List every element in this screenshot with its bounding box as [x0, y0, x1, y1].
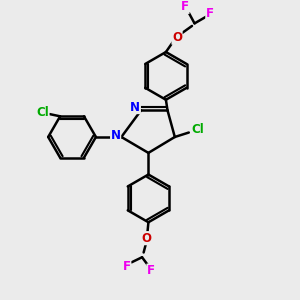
Text: F: F — [181, 0, 189, 13]
Text: Cl: Cl — [191, 124, 204, 136]
Text: N: N — [130, 100, 140, 114]
Text: N: N — [111, 129, 121, 142]
Text: O: O — [142, 232, 152, 245]
Text: F: F — [123, 260, 131, 273]
Text: F: F — [147, 264, 155, 277]
Text: F: F — [206, 7, 214, 20]
Text: Cl: Cl — [36, 106, 49, 119]
Text: O: O — [172, 31, 182, 44]
